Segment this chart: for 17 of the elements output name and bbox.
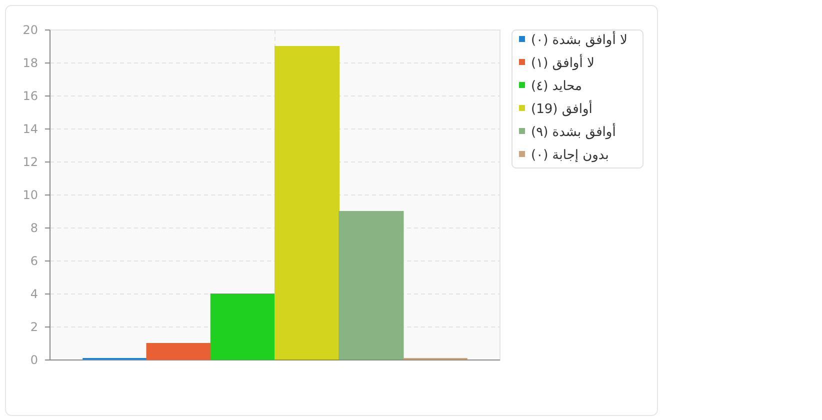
legend-label: محايد (٤) (531, 79, 582, 94)
y-tick-label: 20 (22, 23, 38, 37)
y-tick-label: 6 (30, 254, 38, 268)
legend-label: أوافق (19) (531, 100, 592, 117)
y-tick-label: 0 (30, 353, 38, 367)
y-tick-label: 16 (22, 89, 38, 103)
legend-label: بدون إجابة (٠) (531, 148, 609, 163)
y-tick-label: 4 (30, 287, 38, 301)
y-tick-label: 10 (22, 188, 38, 202)
legend-label: لا أوافق (١) (531, 54, 594, 71)
legend-label: أوافق بشدة (٩) (531, 123, 616, 140)
y-tick-label: 2 (30, 320, 38, 334)
y-tick-label: 18 (22, 56, 38, 70)
legend-label: لا أوافق بشدة (٠) (531, 31, 628, 48)
y-tick-label: 14 (22, 122, 38, 136)
y-tick-label: 8 (30, 221, 38, 235)
y-tick-label: 12 (22, 155, 38, 169)
